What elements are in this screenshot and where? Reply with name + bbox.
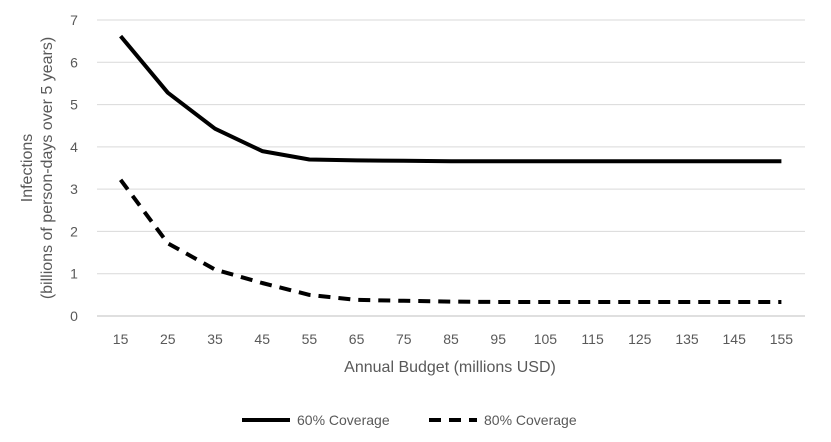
y-tick-label: 3 [70, 181, 78, 197]
y-tick-label: 2 [70, 223, 78, 239]
x-axis-title: Annual Budget (millions USD) [344, 359, 556, 376]
x-tick-label: 145 [723, 331, 747, 347]
x-tick-label: 115 [581, 331, 604, 347]
legend: 60% Coverage 80% Coverage [242, 412, 577, 428]
x-tick-label: 75 [396, 331, 412, 347]
y-tick-label: 5 [70, 97, 78, 113]
x-tick-label: 85 [443, 331, 459, 347]
x-tick-label: 105 [534, 331, 558, 347]
x-tick-label: 25 [160, 331, 176, 347]
y-axis-ticks: 0 1 2 3 4 5 6 7 [70, 12, 78, 324]
legend-item-80: 80% Coverage [429, 412, 577, 428]
y-tick-label: 1 [70, 266, 78, 282]
gridlines [97, 19, 805, 317]
y-tick-label: 0 [70, 308, 78, 324]
x-tick-label: 125 [628, 331, 652, 347]
x-tick-label: 55 [302, 331, 318, 347]
series-line-60-coverage [119, 34, 782, 164]
y-tick-label: 6 [70, 54, 78, 70]
series-line-80-coverage [118, 178, 782, 304]
x-tick-label: 135 [675, 331, 699, 347]
series-lines [118, 34, 782, 304]
y-axis-title: Infections (billions of person-days over… [19, 37, 56, 299]
legend-item-60: 60% Coverage [242, 412, 390, 428]
y-axis-title-line2: (billions of person-days over 5 years) [39, 37, 56, 299]
y-tick-label: 4 [70, 139, 78, 155]
legend-label-80: 80% Coverage [484, 412, 577, 428]
x-tick-label: 45 [254, 331, 270, 347]
x-tick-label: 95 [490, 331, 506, 347]
legend-label-60: 60% Coverage [297, 412, 390, 428]
x-tick-label: 35 [207, 331, 223, 347]
y-axis-title-line1: Infections [19, 134, 36, 202]
x-tick-label: 15 [113, 331, 129, 347]
y-tick-label: 7 [70, 12, 78, 28]
x-axis-ticks: 15 25 35 45 55 65 75 85 95 105 115 125 135 145 155 [113, 331, 793, 347]
x-tick-label: 65 [349, 331, 365, 347]
x-tick-label: 155 [770, 331, 794, 347]
